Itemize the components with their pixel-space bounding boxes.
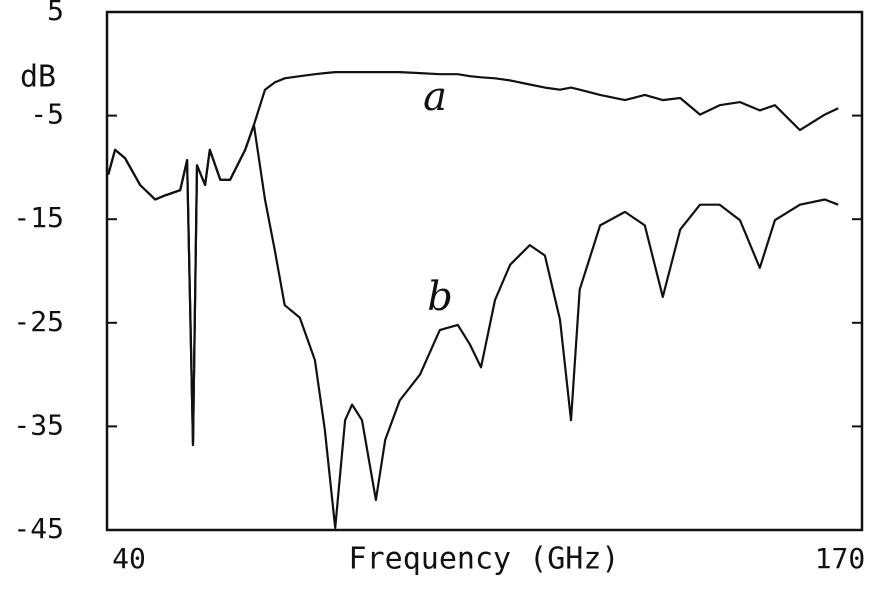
x-tick-label: 40 [112,542,146,575]
y-tick-label: -15 [13,201,64,234]
y-tick-label: -35 [13,408,64,441]
y-axis-label: dB [20,60,56,95]
y-tick-label: -5 [30,98,64,131]
y-tick-label: 5 [47,0,64,27]
x-tick-label: 170 [815,542,866,575]
y-tick-label: -25 [13,305,64,338]
series-label: a [423,74,447,120]
y-tick-label: -45 [13,512,64,545]
series-label: b [427,274,453,320]
x-axis-label: Frequency (GHz) [349,542,620,577]
series-line [107,71,839,447]
plot-frame [105,10,864,532]
series-line [107,123,839,529]
